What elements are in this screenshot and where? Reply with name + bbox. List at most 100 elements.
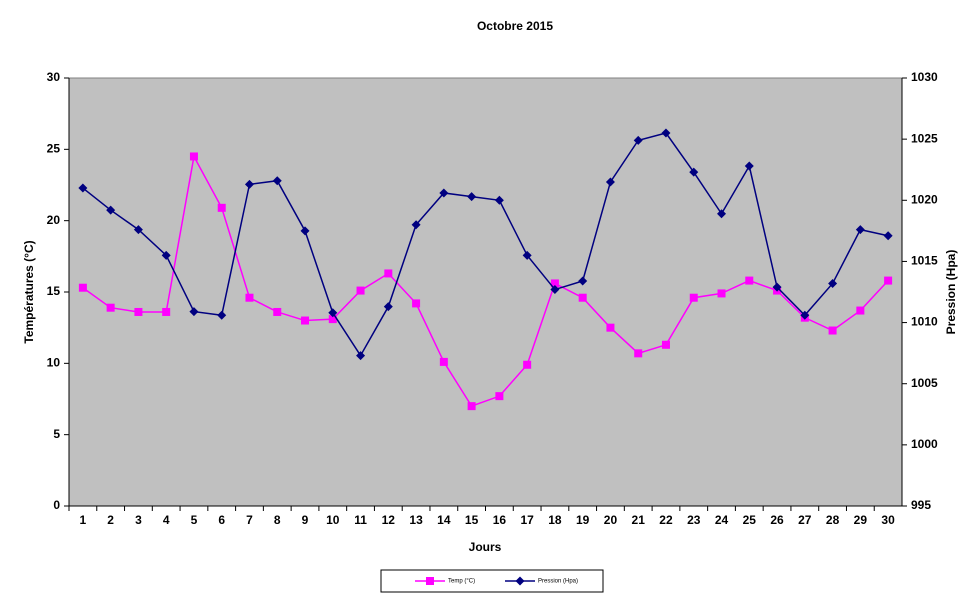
point: [133, 225, 143, 235]
x-tick-label: 10: [326, 513, 340, 527]
x-tick-label: 30: [881, 513, 895, 527]
point: [300, 226, 310, 236]
point: [661, 340, 670, 349]
x-tick-label: 26: [770, 513, 784, 527]
point: [467, 402, 476, 411]
y2-tick-label: 1030: [911, 70, 938, 84]
point: [244, 179, 254, 189]
x-tick-label: 4: [163, 513, 170, 527]
point: [161, 250, 171, 260]
point: [134, 307, 143, 316]
point: [106, 205, 116, 215]
x-tick-label: 27: [798, 513, 812, 527]
point: [633, 135, 643, 145]
x-tick-label: 14: [437, 513, 451, 527]
legend-box: [380, 569, 604, 593]
point: [550, 285, 560, 295]
x-tick-label: 28: [826, 513, 840, 527]
x-tick-label: 5: [191, 513, 198, 527]
point: [328, 308, 338, 318]
point: [273, 307, 282, 316]
y-tick-label: 5: [53, 427, 60, 441]
legend-label: Pression (Hpa): [538, 579, 578, 585]
point: [717, 289, 726, 298]
x-tick-label: 24: [715, 513, 729, 527]
point: [800, 310, 810, 320]
y2-tick-label: 1015: [911, 254, 938, 268]
point: [717, 209, 727, 219]
y2-tick-label: 1020: [911, 192, 938, 206]
point: [689, 293, 698, 302]
point: [605, 177, 615, 187]
x-tick-label: 20: [604, 513, 618, 527]
point: [578, 293, 587, 302]
point: [383, 302, 393, 312]
point: [661, 128, 671, 138]
x-tick-label: 8: [274, 513, 281, 527]
x-tick-label: 15: [465, 513, 479, 527]
point: [245, 293, 254, 302]
x-tick-label: 18: [548, 513, 562, 527]
y2-tick-label: 1025: [911, 131, 938, 145]
legend-marker: [426, 577, 434, 585]
point: [78, 283, 87, 292]
point: [772, 282, 782, 292]
x-tick-label: 12: [382, 513, 396, 527]
point: [106, 303, 115, 312]
point: [162, 307, 171, 316]
point: [217, 203, 226, 212]
x-tick-label: 19: [576, 513, 590, 527]
point: [523, 360, 532, 369]
x-tick-label: 2: [107, 513, 114, 527]
point: [189, 152, 198, 161]
x-tick-label: 16: [493, 513, 507, 527]
point: [550, 279, 559, 288]
legend-marker: [515, 576, 525, 586]
point: [828, 326, 837, 335]
y-tick-label: 30: [47, 70, 61, 84]
point: [384, 269, 393, 278]
point: [522, 250, 532, 260]
y2-tick-label: 995: [911, 498, 931, 512]
point: [855, 225, 865, 235]
point: [495, 392, 504, 401]
point: [217, 310, 227, 320]
y-tick-label: 0: [53, 498, 60, 512]
y2-axis-label: Pression (Hpa): [944, 250, 958, 335]
point: [189, 307, 199, 317]
point: [467, 192, 477, 202]
x-tick-label: 25: [743, 513, 757, 527]
plot-area: [68, 77, 903, 507]
series-line: [82, 132, 889, 358]
x-tick-label: 3: [135, 513, 142, 527]
y-tick-label: 20: [47, 213, 61, 227]
series-line: [82, 154, 889, 408]
x-tick-label: 22: [659, 513, 673, 527]
point: [634, 349, 643, 358]
point: [411, 220, 421, 230]
y-tick-label: 15: [47, 284, 61, 298]
point: [689, 167, 699, 177]
point: [301, 316, 310, 325]
point: [272, 176, 282, 186]
point: [606, 323, 615, 332]
point: [356, 286, 365, 295]
y2-tick-label: 1000: [911, 437, 938, 451]
point: [439, 188, 449, 198]
x-tick-label: 6: [218, 513, 225, 527]
point: [439, 357, 448, 366]
point: [883, 231, 893, 241]
x-tick-label: 13: [409, 513, 423, 527]
chart-title: Octobre 2015: [477, 19, 553, 33]
x-tick-label: 21: [632, 513, 646, 527]
point: [78, 183, 88, 193]
x-tick-label: 1: [80, 513, 87, 527]
point: [494, 195, 504, 205]
x-tick-label: 11: [354, 513, 367, 527]
point: [884, 276, 893, 285]
x-tick-label: 29: [854, 513, 868, 527]
x-axis-label: Jours: [469, 540, 502, 554]
y2-tick-label: 1010: [911, 315, 938, 329]
y-tick-label: 25: [47, 142, 61, 156]
